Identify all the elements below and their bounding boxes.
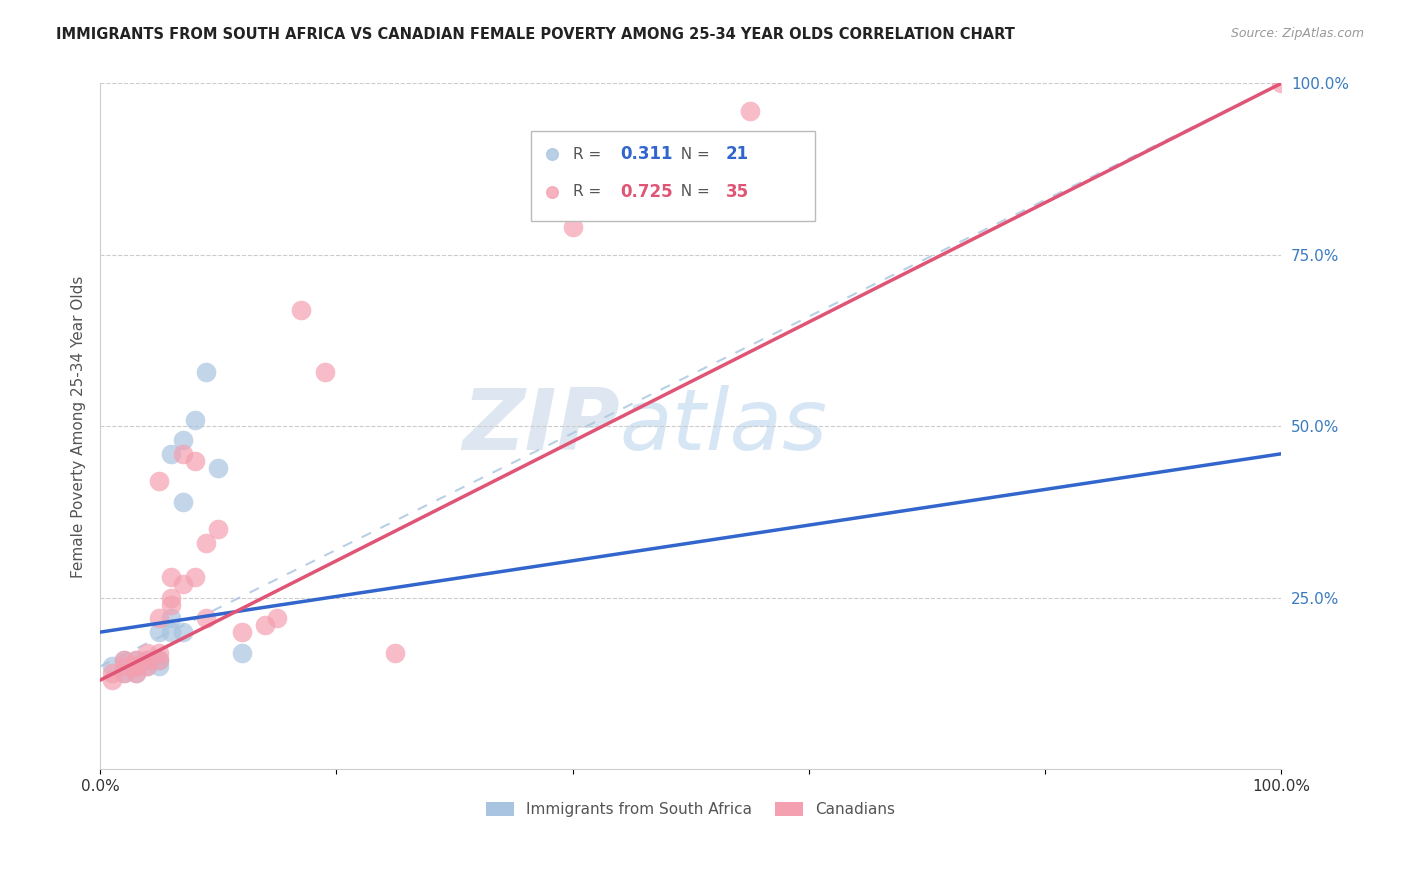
Point (254, 618, 277, 632)
Point (148, 652, 170, 666)
Point (124, 659, 146, 673)
Point (112, 652, 135, 666)
Point (148, 646, 170, 660)
Point (160, 625, 183, 640)
Text: N =: N = (671, 185, 714, 199)
Point (160, 570, 183, 584)
Point (148, 475, 170, 489)
Point (124, 666, 146, 681)
Point (148, 652, 170, 666)
Point (207, 460, 229, 475)
Point (172, 577, 194, 591)
Point (136, 652, 159, 666)
FancyBboxPatch shape (531, 131, 814, 220)
Point (207, 522, 229, 536)
Point (172, 433, 194, 447)
Point (124, 666, 146, 681)
Point (172, 495, 194, 509)
Text: 0.725: 0.725 (620, 183, 672, 201)
Point (561, 220, 583, 235)
Point (172, 447, 194, 461)
Point (112, 666, 135, 681)
Legend: Immigrants from South Africa, Canadians: Immigrants from South Africa, Canadians (481, 796, 901, 823)
Point (160, 447, 183, 461)
Point (231, 625, 253, 640)
Point (112, 666, 135, 681)
Point (172, 625, 194, 640)
Point (183, 412, 205, 426)
Point (183, 570, 205, 584)
Point (101, 673, 124, 687)
Text: 0.311: 0.311 (620, 145, 672, 163)
Point (112, 652, 135, 666)
Point (136, 652, 159, 666)
Point (101, 666, 124, 681)
Point (101, 659, 124, 673)
Point (136, 659, 159, 673)
Text: N =: N = (671, 146, 714, 161)
Text: 35: 35 (725, 183, 749, 201)
Point (136, 659, 159, 673)
Point (136, 646, 159, 660)
Point (738, 103, 761, 118)
Point (160, 611, 183, 625)
Point (124, 652, 146, 666)
Point (160, 598, 183, 612)
Point (195, 364, 218, 378)
Text: R =: R = (572, 146, 606, 161)
Point (124, 659, 146, 673)
Text: atlas: atlas (620, 384, 828, 468)
Point (148, 625, 170, 640)
Text: Source: ZipAtlas.com: Source: ZipAtlas.com (1230, 27, 1364, 40)
Point (124, 659, 146, 673)
Point (124, 652, 146, 666)
Point (112, 659, 135, 673)
Point (1270, 77, 1292, 91)
Text: IMMIGRANTS FROM SOUTH AFRICA VS CANADIAN FEMALE POVERTY AMONG 25-34 YEAR OLDS CO: IMMIGRANTS FROM SOUTH AFRICA VS CANADIAN… (56, 27, 1015, 42)
Point (266, 611, 288, 625)
Point (231, 646, 253, 660)
Y-axis label: Female Poverty Among 25-34 Year Olds: Female Poverty Among 25-34 Year Olds (72, 276, 86, 577)
Text: ZIP: ZIP (463, 384, 620, 468)
Text: R =: R = (572, 185, 606, 199)
Point (195, 536, 218, 550)
Point (314, 364, 336, 378)
Point (183, 453, 205, 467)
Point (148, 611, 170, 625)
Point (290, 302, 312, 317)
Point (148, 659, 170, 673)
Point (195, 611, 218, 625)
Text: 21: 21 (725, 145, 749, 163)
Point (160, 591, 183, 605)
Point (384, 646, 406, 660)
